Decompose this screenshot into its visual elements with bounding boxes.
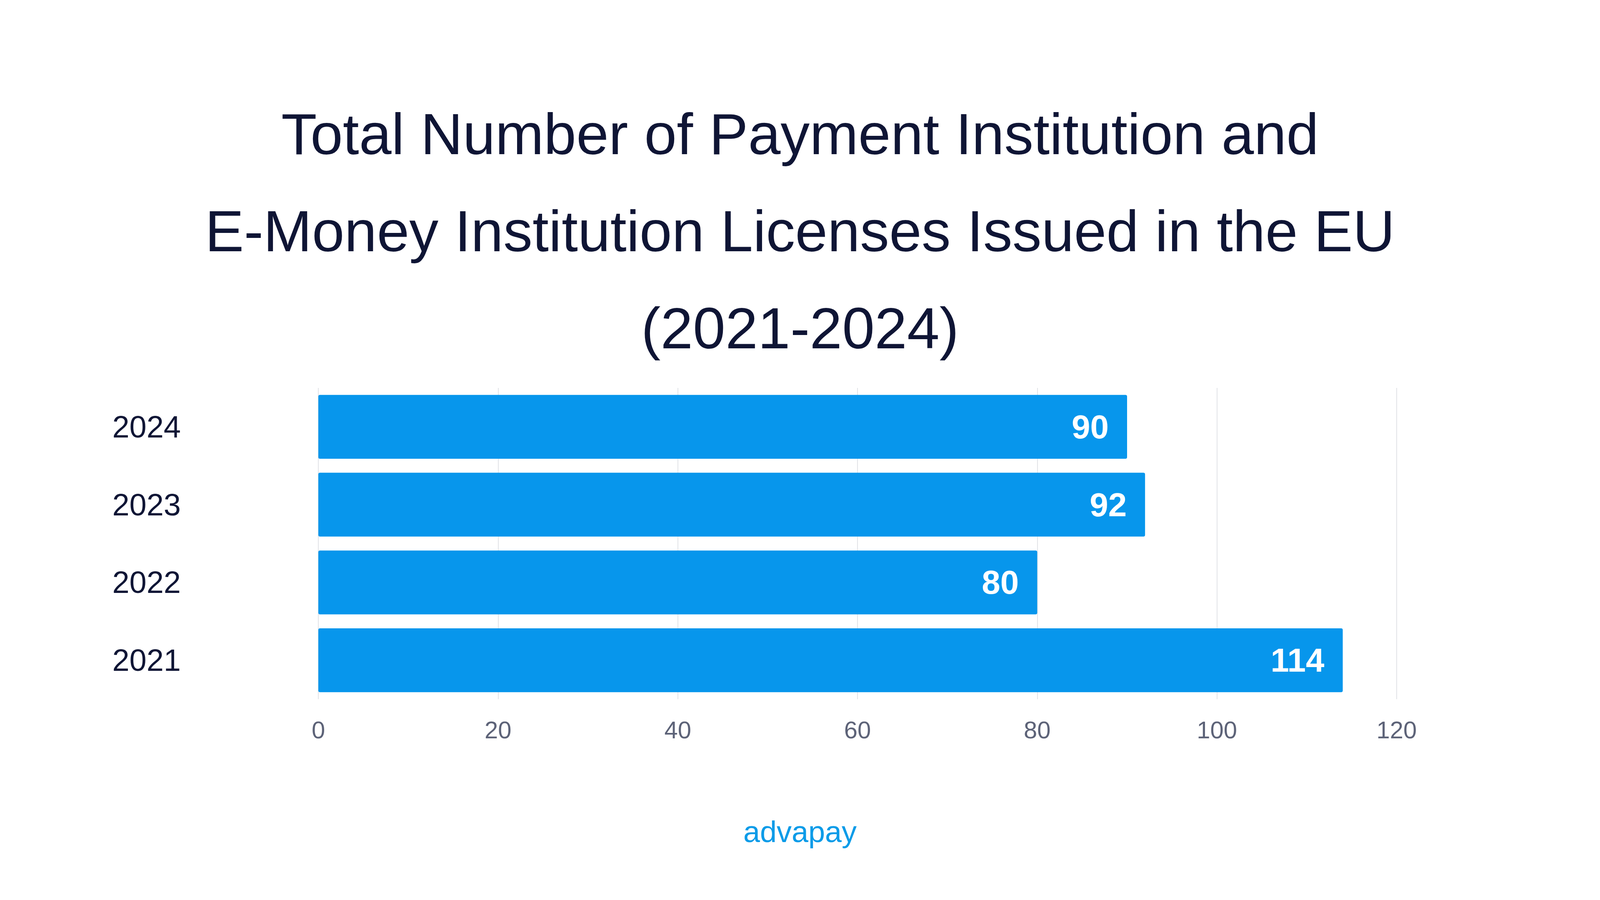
svg-text:(2021-2024): (2021-2024)	[641, 295, 960, 361]
svg-text:2022: 2022	[112, 565, 181, 600]
svg-text:Total Number of Payment Instit: Total Number of Payment Institution and	[281, 101, 1319, 167]
svg-text:80: 80	[1023, 716, 1051, 744]
svg-text:2021: 2021	[112, 642, 181, 678]
svg-text:80: 80	[981, 563, 1019, 601]
svg-text:20: 20	[484, 716, 512, 744]
svg-text:advapay: advapay	[743, 815, 857, 849]
svg-text:92: 92	[1089, 486, 1127, 524]
svg-text:E-Money Institution Licenses I: E-Money Institution Licenses Issued in t…	[205, 198, 1395, 264]
svg-text:114: 114	[1270, 641, 1325, 679]
svg-text:60: 60	[844, 716, 872, 744]
svg-text:0: 0	[311, 716, 325, 744]
svg-text:40: 40	[664, 716, 692, 744]
svg-text:2024: 2024	[112, 409, 181, 445]
svg-text:90: 90	[1071, 408, 1109, 446]
svg-text:100: 100	[1196, 716, 1238, 744]
svg-text:120: 120	[1376, 716, 1418, 744]
svg-text:2023: 2023	[112, 487, 181, 523]
